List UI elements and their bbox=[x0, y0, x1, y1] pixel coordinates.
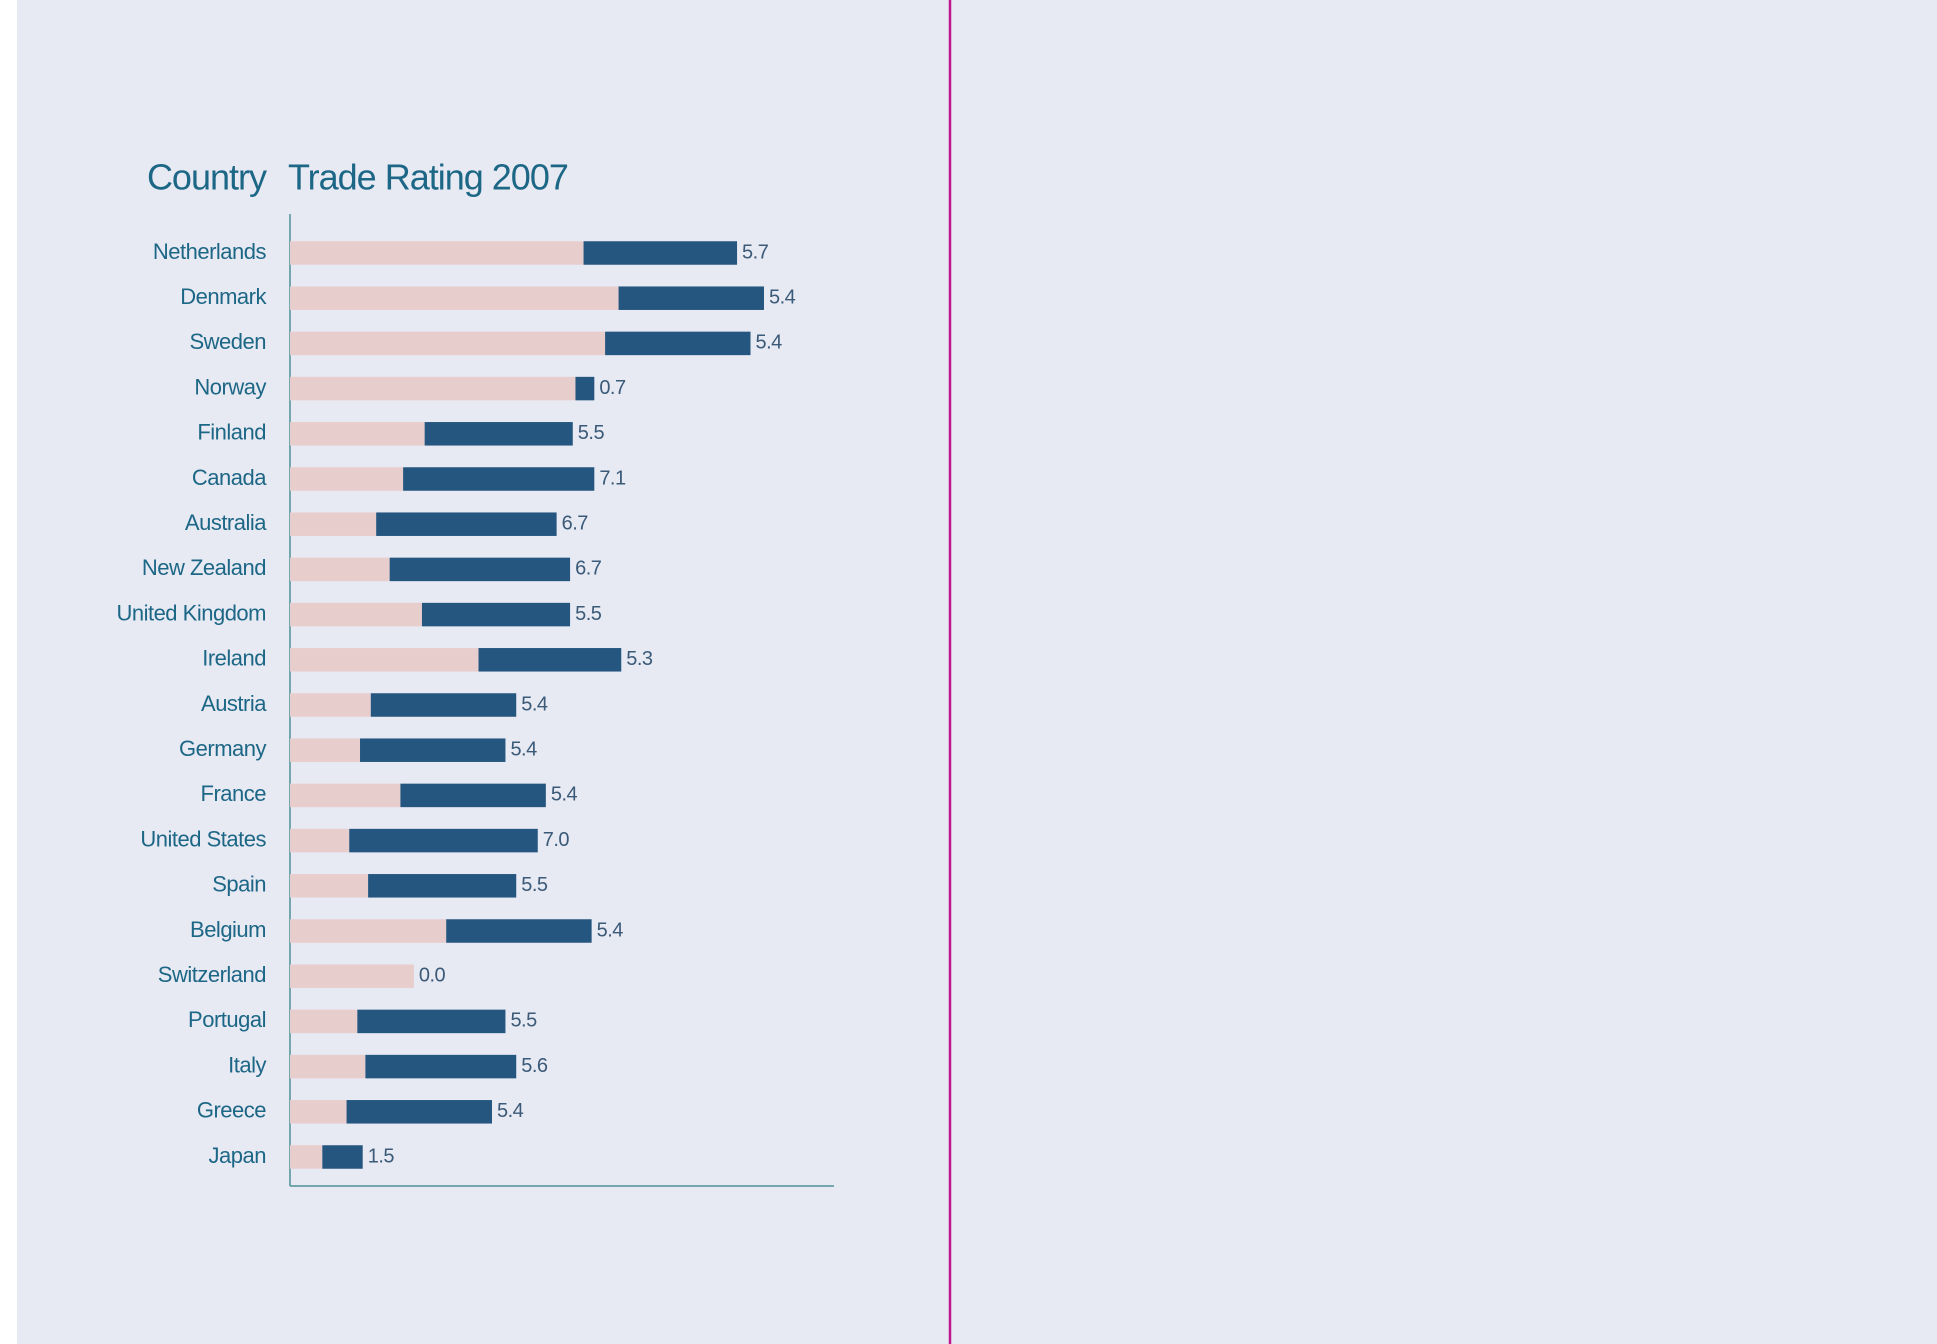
value-label: 5.3 bbox=[626, 648, 653, 670]
y-tick-label: Switzerland bbox=[158, 962, 266, 987]
bar-segment bbox=[290, 286, 619, 310]
background bbox=[17, 0, 1937, 1344]
bar-segment bbox=[575, 376, 595, 401]
bar-segment bbox=[290, 376, 576, 401]
bar-segment bbox=[290, 467, 404, 491]
column-title: Country bbox=[147, 157, 267, 198]
value-label: 5.6 bbox=[521, 1055, 548, 1077]
y-tick-label: Austria bbox=[201, 691, 267, 716]
bar-segment bbox=[290, 693, 371, 717]
y-tick-label: United States bbox=[140, 826, 266, 851]
bar-segment bbox=[400, 783, 546, 808]
y-tick-label: France bbox=[201, 781, 267, 806]
bar-segment bbox=[290, 241, 584, 265]
y-tick-label: Canada bbox=[192, 465, 267, 490]
value-label: 5.4 bbox=[510, 738, 537, 760]
bar-segment bbox=[403, 467, 595, 491]
bar-segment bbox=[357, 1009, 506, 1034]
y-tick-label: Belgium bbox=[190, 917, 266, 942]
value-label: 5.7 bbox=[742, 241, 769, 263]
y-tick-label: United Kingdom bbox=[116, 600, 266, 625]
bar-segment bbox=[290, 1009, 358, 1034]
y-tick-label: Greece bbox=[197, 1098, 266, 1123]
bar-segment bbox=[290, 1054, 366, 1079]
y-tick-label: New Zealand bbox=[142, 555, 266, 580]
bar-segment bbox=[349, 828, 538, 853]
value-label: 5.4 bbox=[597, 919, 624, 941]
value-label: 5.4 bbox=[756, 332, 783, 354]
y-tick-label: Denmark bbox=[180, 284, 267, 309]
y-tick-label: Italy bbox=[228, 1052, 266, 1077]
bar-segment bbox=[290, 648, 479, 672]
bar-segment bbox=[290, 919, 447, 943]
bar-segment bbox=[360, 738, 506, 762]
y-tick-label: Sweden bbox=[189, 329, 266, 354]
bar-segment bbox=[290, 964, 414, 988]
bar-segment bbox=[290, 1145, 323, 1169]
y-tick-label: Germany bbox=[179, 736, 266, 761]
y-tick-label: Finland bbox=[197, 420, 266, 445]
value-label: 5.5 bbox=[510, 1010, 537, 1032]
bar-segment bbox=[478, 648, 622, 672]
y-tick-label: Norway bbox=[194, 374, 266, 399]
y-tick-label: Ireland bbox=[202, 646, 266, 671]
bar-segment bbox=[389, 557, 571, 582]
bar-segment bbox=[290, 331, 606, 356]
bar-segment bbox=[346, 1100, 492, 1124]
bar-segment bbox=[290, 783, 401, 808]
bar-segment bbox=[322, 1145, 363, 1169]
bar-segment bbox=[365, 1054, 517, 1079]
value-label: 5.4 bbox=[497, 1100, 524, 1122]
value-label: 5.5 bbox=[575, 603, 602, 625]
value-label: 5.4 bbox=[521, 693, 548, 715]
value-label: 0.0 bbox=[419, 964, 446, 986]
bar-segment bbox=[290, 828, 350, 853]
bar-segment bbox=[290, 738, 361, 762]
bar-segment bbox=[290, 874, 369, 898]
value-label: 7.0 bbox=[543, 829, 570, 851]
value-label: 0.7 bbox=[599, 377, 626, 399]
bar-segment bbox=[370, 693, 517, 717]
bar-segment bbox=[618, 286, 764, 310]
y-tick-label: Japan bbox=[209, 1143, 266, 1168]
y-tick-label: Portugal bbox=[188, 1007, 266, 1032]
value-label: 6.7 bbox=[575, 558, 602, 580]
bar-segment bbox=[421, 602, 571, 627]
y-tick-label: Spain bbox=[212, 872, 266, 897]
value-label: 1.5 bbox=[368, 1145, 395, 1167]
bar-segment bbox=[290, 512, 377, 536]
chart-title: Trade Rating 2007 bbox=[288, 157, 568, 198]
bar-segment bbox=[290, 557, 390, 582]
bar-segment bbox=[290, 1100, 347, 1124]
value-label: 6.7 bbox=[562, 512, 589, 534]
bar-segment bbox=[446, 919, 592, 943]
bar-segment bbox=[605, 331, 751, 356]
bar-segment bbox=[424, 422, 573, 446]
bar-segment bbox=[376, 512, 557, 536]
value-label: 5.4 bbox=[551, 784, 578, 806]
bar-segment bbox=[368, 874, 517, 898]
bar-segment bbox=[583, 241, 738, 265]
bar-segment bbox=[290, 422, 425, 446]
bar-segment bbox=[290, 602, 422, 627]
y-tick-label: Australia bbox=[185, 510, 267, 535]
value-label: 5.5 bbox=[521, 874, 548, 896]
value-label: 5.4 bbox=[769, 286, 796, 308]
y-tick-label: Netherlands bbox=[153, 239, 267, 264]
value-label: 7.1 bbox=[599, 467, 626, 489]
value-label: 5.5 bbox=[578, 422, 605, 444]
